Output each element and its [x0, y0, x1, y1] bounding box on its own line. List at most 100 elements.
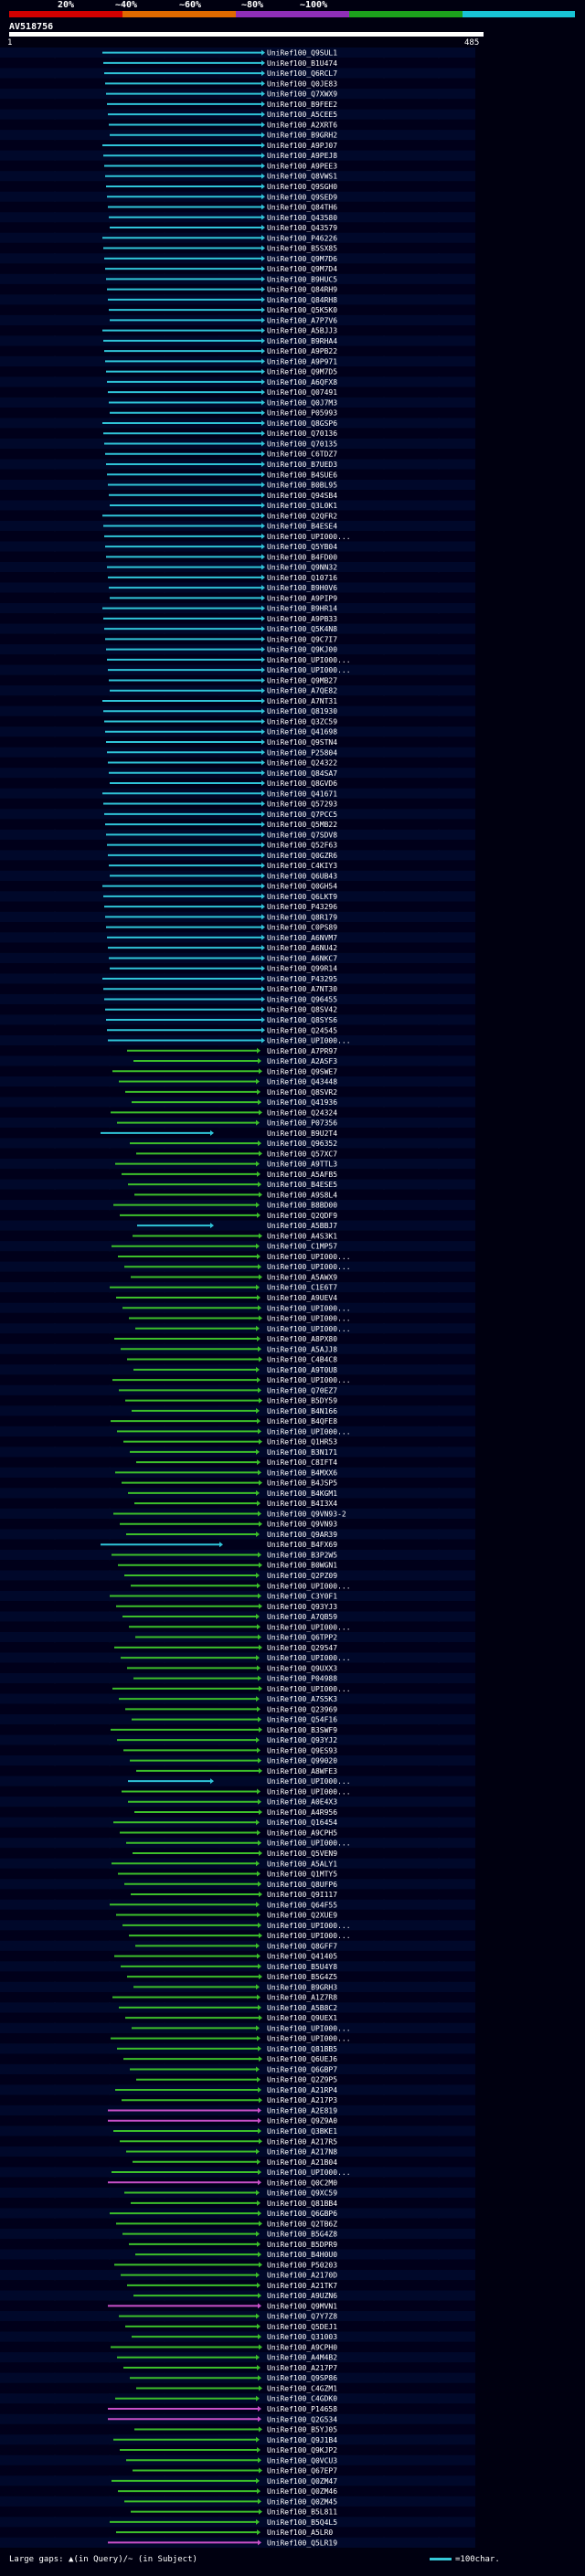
hit-label[interactable]: UniRef100_A9TTL3	[267, 1161, 337, 1169]
hit-label[interactable]: UniRef100_Q84SA7	[267, 769, 337, 778]
hit-label[interactable]: UniRef100_Q7SDV8	[267, 831, 337, 839]
hit-label[interactable]: UniRef100_Q2G534	[267, 2415, 337, 2423]
hit-label[interactable]: UniRef100_UPI000...	[267, 533, 351, 541]
hit-label[interactable]: UniRef100_B9U2T4	[267, 1129, 337, 1138]
hit-label[interactable]: UniRef100_B4FX69	[267, 1541, 337, 1549]
hit-label[interactable]: UniRef100_Q2QDF9	[267, 1212, 337, 1220]
hit-label[interactable]: UniRef100_Q84RH9	[267, 286, 337, 294]
hit-label[interactable]: UniRef100_A9PJ07	[267, 142, 337, 150]
hit-label[interactable]: UniRef100_Q9SGH0	[267, 183, 337, 191]
hit-label[interactable]: UniRef100_A9CPH0	[267, 2343, 337, 2351]
hit-label[interactable]: UniRef100_B4N166	[267, 1407, 337, 1415]
hit-label[interactable]: UniRef100_A9CPH5	[267, 1829, 337, 1837]
hit-label[interactable]: UniRef100_Q31003	[267, 2333, 337, 2341]
hit-label[interactable]: UniRef100_Q6RCL7	[267, 69, 337, 78]
hit-label[interactable]: UniRef100_A9PIP9	[267, 594, 337, 602]
hit-label[interactable]: UniRef100_A7QB59	[267, 1613, 337, 1621]
hit-label[interactable]: UniRef100_Q8SV42	[267, 1006, 337, 1014]
hit-label[interactable]: UniRef100_Q0JE83	[267, 80, 337, 88]
hit-label[interactable]: UniRef100_UPI000...	[267, 1623, 351, 1631]
hit-label[interactable]: UniRef100_Q2PZ09	[267, 1572, 337, 1580]
hit-label[interactable]: UniRef100_Q6TPP2	[267, 1634, 337, 1642]
hit-label[interactable]: UniRef100_Q5DEJ1	[267, 2323, 337, 2331]
hit-label[interactable]: UniRef100_UPI000...	[267, 1037, 351, 1045]
hit-label[interactable]: UniRef100_Q81930	[267, 707, 337, 716]
hit-label[interactable]: UniRef100_Q9ES93	[267, 1746, 337, 1754]
hit-label[interactable]: UniRef100_Q43579	[267, 224, 337, 232]
hit-label[interactable]: UniRef100_A1Z7R8	[267, 1994, 337, 2002]
hit-label[interactable]: UniRef100_A5BBJ7	[267, 1222, 337, 1230]
hit-label[interactable]: UniRef100_A217R5	[267, 2137, 337, 2146]
hit-label[interactable]: UniRef100_Q8GFF7	[267, 1942, 337, 1950]
hit-label[interactable]: UniRef100_Q57293	[267, 800, 337, 809]
hit-label[interactable]: UniRef100_C4GZM1	[267, 2384, 337, 2392]
hit-label[interactable]: UniRef100_Q9KJP2	[267, 2446, 337, 2454]
hit-label[interactable]: UniRef100_B4I3X4	[267, 1500, 337, 1508]
hit-label[interactable]: UniRef100_UPI000...	[267, 1932, 351, 1940]
hit-label[interactable]: UniRef100_A9PEE3	[267, 162, 337, 170]
hit-label[interactable]: UniRef100_UPI000...	[267, 1582, 351, 1590]
hit-label[interactable]: UniRef100_Q3ZC59	[267, 717, 337, 726]
hit-label[interactable]: UniRef100_A4M4B2	[267, 2354, 337, 2362]
hit-label[interactable]: UniRef100_C6TDZ7	[267, 451, 337, 459]
hit-label[interactable]: UniRef100_Q8GVD6	[267, 779, 337, 788]
hit-label[interactable]: UniRef100_C4B4C8	[267, 1356, 337, 1364]
hit-label[interactable]: UniRef100_Q43448	[267, 1078, 337, 1087]
hit-label[interactable]: UniRef100_A4R956	[267, 1808, 337, 1817]
hit-label[interactable]: UniRef100_Q70135	[267, 440, 337, 448]
hit-label[interactable]: UniRef100_B0BL95	[267, 482, 337, 490]
hit-label[interactable]: UniRef100_Q41698	[267, 728, 337, 737]
hit-label[interactable]: UniRef100_UPI000...	[267, 1304, 351, 1312]
hit-label[interactable]: UniRef100_Q81BB4	[267, 2200, 337, 2208]
hit-label[interactable]: UniRef100_Q84RH8	[267, 296, 337, 304]
hit-label[interactable]: UniRef100_Q9M7D6	[267, 255, 337, 263]
hit-label[interactable]: UniRef100_A5ALY1	[267, 1860, 337, 1868]
hit-label[interactable]: UniRef100_Q9SUL1	[267, 49, 337, 58]
hit-label[interactable]: UniRef100_P43295	[267, 975, 337, 983]
hit-label[interactable]: UniRef100_A217N8	[267, 2148, 337, 2157]
hit-label[interactable]: UniRef100_UPI000...	[267, 1263, 351, 1271]
hit-label[interactable]: UniRef100_UPI000...	[267, 2024, 351, 2032]
hit-label[interactable]: UniRef100_UPI000...	[267, 1325, 351, 1333]
hit-label[interactable]: UniRef100_P14658	[267, 2405, 337, 2413]
hit-label[interactable]: UniRef100_UPI000...	[267, 2168, 351, 2177]
hit-label[interactable]: UniRef100_Q9MB27	[267, 676, 337, 684]
hit-label[interactable]: UniRef100_B3N171	[267, 1448, 337, 1457]
hit-label[interactable]: UniRef100_P46226	[267, 234, 337, 242]
hit-label[interactable]: UniRef100_UPI000...	[267, 2035, 351, 2043]
hit-label[interactable]: UniRef100_Q9SWE7	[267, 1067, 337, 1076]
hit-label[interactable]: UniRef100_Q8UFP6	[267, 1881, 337, 1889]
hit-label[interactable]: UniRef100_P07356	[267, 1119, 337, 1128]
hit-label[interactable]: UniRef100_Q9Z9A0	[267, 2117, 337, 2125]
hit-label[interactable]: UniRef100_C0PS89	[267, 924, 337, 932]
hit-label[interactable]: UniRef100_Q64F55	[267, 1901, 337, 1909]
hit-label[interactable]: UniRef100_Q24545	[267, 1026, 337, 1034]
hit-label[interactable]: UniRef100_P25804	[267, 748, 337, 757]
hit-label[interactable]: UniRef100_UPI000...	[267, 1376, 351, 1384]
hit-label[interactable]: UniRef100_Q29547	[267, 1644, 337, 1652]
hit-label[interactable]: UniRef100_A9S8L4	[267, 1191, 337, 1199]
hit-label[interactable]: UniRef100_Q67EP7	[267, 2467, 337, 2475]
hit-label[interactable]: UniRef100_Q5VEN9	[267, 1850, 337, 1858]
hit-label[interactable]: UniRef100_Q2QFR2	[267, 512, 337, 520]
hit-label[interactable]: UniRef100_A5AJJ8	[267, 1345, 337, 1353]
hit-label[interactable]: UniRef100_Q6LKT9	[267, 893, 337, 901]
hit-label[interactable]: UniRef100_Q52F63	[267, 842, 337, 850]
hit-label[interactable]: UniRef100_Q94SB4	[267, 492, 337, 500]
hit-label[interactable]: UniRef100_Q3L0K1	[267, 502, 337, 510]
hit-label[interactable]: UniRef100_A2170D	[267, 2272, 337, 2280]
hit-label[interactable]: UniRef100_Q54F16	[267, 1716, 337, 1724]
hit-label[interactable]: UniRef100_Q5LR19	[267, 2539, 337, 2547]
hit-label[interactable]: UniRef100_Q8GSP6	[267, 419, 337, 428]
hit-label[interactable]: UniRef100_Q8VWS1	[267, 173, 337, 181]
hit-label[interactable]: UniRef100_A6NVM7	[267, 934, 337, 942]
hit-label[interactable]: UniRef100_C4KIY3	[267, 862, 337, 870]
hit-label[interactable]: UniRef100_B5SX85	[267, 245, 337, 253]
hit-label[interactable]: UniRef100_Q9STN4	[267, 738, 337, 747]
hit-label[interactable]: UniRef100_B3SWF9	[267, 1726, 337, 1734]
hit-label[interactable]: UniRef100_Q93YJ3	[267, 1603, 337, 1611]
hit-label[interactable]: UniRef100_Q81BB5	[267, 2045, 337, 2053]
hit-label[interactable]: UniRef100_B4ESE5	[267, 1181, 337, 1189]
hit-label[interactable]: UniRef100_UPI000...	[267, 1922, 351, 1930]
hit-label[interactable]: UniRef100_B5DPR9	[267, 2241, 337, 2249]
